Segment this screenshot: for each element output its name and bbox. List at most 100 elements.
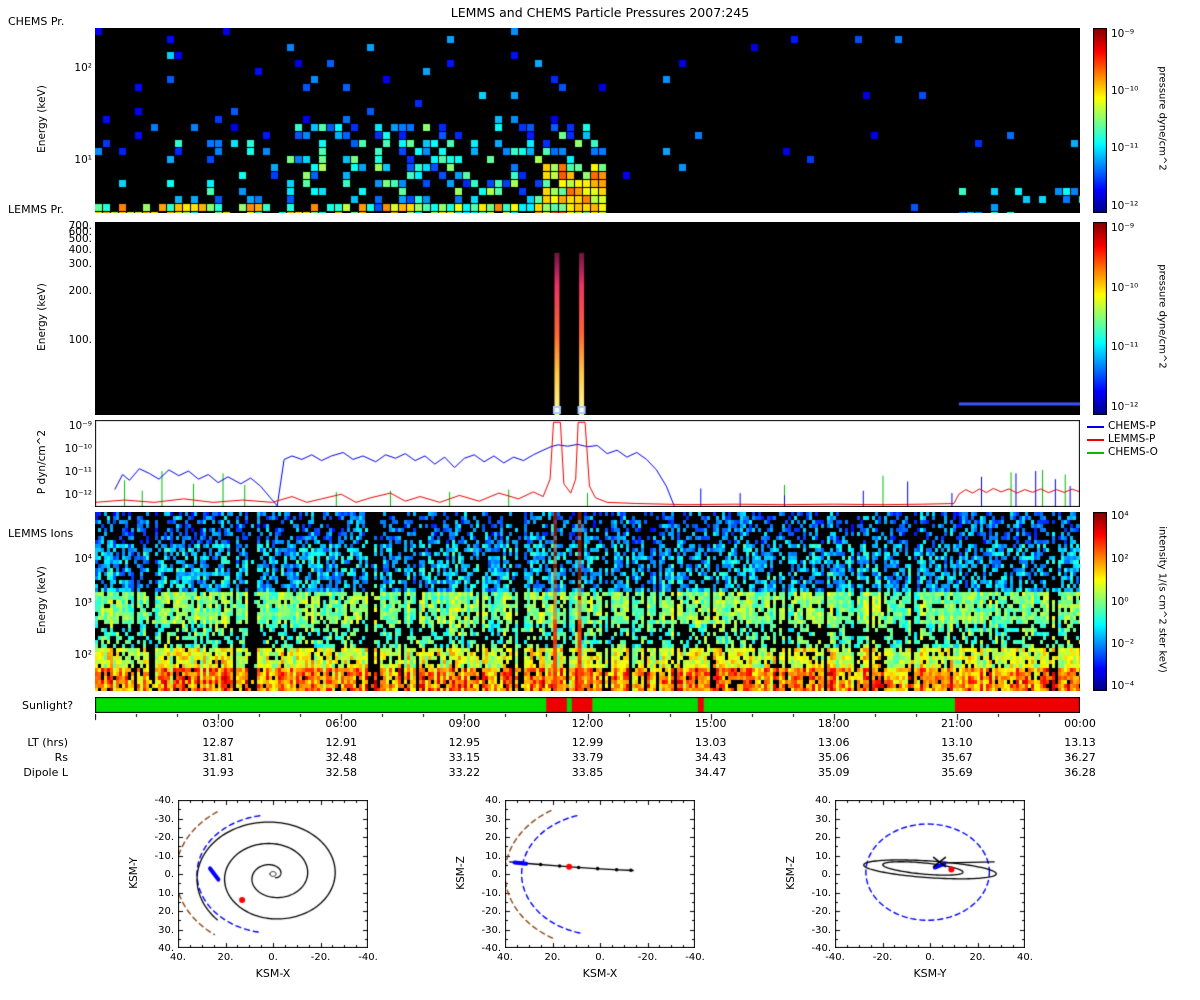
page-title: LEMMS and CHEMS Particle Pressures 2007:… — [450, 5, 750, 20]
ephemeris-value: 36.28 — [1064, 766, 1096, 779]
ephemeris-value: 34.43 — [694, 751, 727, 764]
colorbar-label-lemms: pressure dyne/cm^2 — [1156, 264, 1168, 369]
orbit-xz-xlabel: KSM-X — [582, 967, 618, 980]
y-tick-label: 10⁻¹⁰ — [64, 442, 92, 455]
ephemeris-value: 33.85 — [571, 766, 604, 779]
ephemeris-value: 35.67 — [941, 751, 973, 764]
orbit-x-tick-label: 40. — [497, 952, 513, 963]
legend-label: LEMMS-P — [1108, 433, 1156, 445]
ephemeris-value: 33.79 — [571, 751, 604, 764]
y-tick-label: 600. — [68, 225, 92, 238]
orbit-x-tick-label: 20. — [969, 952, 986, 963]
y-tick-label: 200. — [68, 285, 92, 298]
ephemeris-value: 34.47 — [694, 766, 727, 779]
ephemeris-value: 12.95 — [448, 736, 481, 749]
orbit-y-tick-label: -10. — [481, 887, 501, 899]
ephemeris-value: 13.03 — [694, 736, 727, 749]
colorbar-tick-label: 10⁻¹⁰ — [1111, 84, 1139, 97]
orbit-x-tick-label: 40. — [170, 952, 186, 963]
orbit-plot-xz-canvas — [505, 800, 695, 948]
ephemeris-value: 12.99 — [571, 736, 604, 749]
time-tick-label: 00:00 — [1064, 717, 1096, 730]
ephemeris-value: 13.13 — [1064, 736, 1096, 749]
time-tick-label: 21:00 — [941, 717, 973, 730]
y-tick-label: 700. — [68, 219, 92, 232]
ephemeris-value: 12.87 — [202, 736, 234, 749]
colorbar-tick-label: 10⁻¹² — [1111, 199, 1139, 212]
colorbar-tick-label: 10⁰ — [1111, 595, 1129, 608]
legend-swatch-lemms-p — [1087, 439, 1104, 441]
panel-label-chems: CHEMS Pr. — [8, 15, 65, 28]
ephemeris-value: 33.22 — [448, 766, 481, 779]
y-tick-label: 10⁻¹¹ — [64, 466, 92, 479]
colorbar-lemms-canvas — [1093, 222, 1107, 415]
time-axis-ticks-canvas — [95, 714, 1080, 721]
orbit-x-tick-label: -40. — [685, 952, 705, 963]
y-tick-label: 100. — [68, 333, 92, 346]
orbit-y-tick-label: -10. — [154, 850, 174, 862]
orbit-x-tick-label: 20. — [217, 952, 234, 963]
colorbar-label-chems: pressure dyne/cm^2 — [1156, 66, 1168, 171]
y-tick-label: 10² — [74, 649, 92, 662]
pressure-line-plot-canvas — [95, 420, 1080, 507]
time-tick-label: 15:00 — [694, 717, 727, 730]
ephemeris-row-label-rs: Rs — [54, 751, 68, 764]
orbit-y-tick-label: -20. — [481, 906, 501, 917]
ephemeris-value: 13.06 — [818, 736, 850, 749]
y-tick-label: 500. — [68, 233, 92, 246]
orbit-y-tick-label: -40. — [154, 795, 174, 806]
orbit-y-tick-label: 0. — [164, 869, 174, 880]
legend-label: CHEMS-O — [1108, 446, 1158, 458]
y-tick-label: 10⁴ — [74, 552, 92, 565]
y-tick-label: 10³ — [74, 597, 92, 610]
orbit-x-tick-label: -20. — [872, 952, 893, 963]
legend-swatch-chems-o — [1087, 452, 1104, 454]
y-tick-label: 10⁻¹² — [64, 489, 92, 502]
y-tick-label: 10¹ — [74, 154, 92, 167]
colorbar-tick-label: 10⁻¹² — [1111, 401, 1139, 414]
orbit-y-tick-label: -30. — [481, 924, 501, 936]
orbit-y-tick-label: 10. — [815, 850, 831, 862]
orbit-x-tick-label: -40. — [825, 952, 845, 963]
y-axis-label-pressure: P dyn/cm^2 — [36, 429, 48, 495]
orbit-y-tick-label: 30. — [815, 813, 831, 825]
orbit-y-tick-label: -20. — [811, 906, 831, 917]
panel-label-lemms: LEMMS Pr. — [8, 203, 64, 216]
orbit-y-tick-label: 30. — [158, 924, 174, 936]
orbit-y-tick-label: -30. — [811, 924, 831, 936]
ephemeris-value: 12.91 — [325, 736, 358, 749]
orbit-y-tick-label: 20. — [485, 832, 501, 843]
time-tick-label: 12:00 — [571, 717, 604, 730]
ephemeris-value: 31.93 — [202, 766, 234, 779]
orbit-y-tick-label: 40. — [815, 795, 831, 806]
ephemeris-row-label-lt: LT (hrs) — [27, 736, 68, 749]
orbit-y-tick-label: -40. — [481, 943, 501, 954]
orbit-x-tick-label: -20. — [637, 952, 658, 963]
y-tick-label: 10⁻⁹ — [68, 419, 92, 432]
orbit-y-tick-label: 40. — [158, 943, 174, 954]
ephemeris-value: 35.09 — [818, 766, 850, 779]
orbit-x-tick-label: -40. — [358, 952, 378, 963]
orbit-y-tick-label: -20. — [154, 832, 174, 843]
orbit-y-tick-label: -30. — [154, 813, 174, 825]
colorbar-tick-label: 10⁻⁹ — [1111, 221, 1135, 234]
colorbar-chems-canvas — [1093, 28, 1107, 213]
ephemeris-value: 35.69 — [941, 766, 973, 779]
time-tick-label: 18:00 — [817, 717, 850, 730]
panel-label-ions: LEMMS Ions — [8, 527, 74, 540]
panel-label-sunlight: Sunlight? — [22, 699, 74, 712]
ephemeris-value: 32.58 — [325, 766, 358, 779]
orbit-y-tick-label: 20. — [815, 832, 831, 843]
orbit-plot-xy-canvas — [178, 800, 368, 948]
legend-label: CHEMS-P — [1108, 420, 1156, 432]
y-tick-label: 300. — [68, 258, 92, 271]
colorbar-tick-label: 10⁻² — [1111, 638, 1135, 651]
ephemeris-value: 32.48 — [325, 751, 358, 764]
colorbar-ions-canvas — [1093, 512, 1107, 691]
ephemeris-row-label-dipole: Dipole L — [23, 766, 68, 779]
colorbar-tick-label: 10⁴ — [1111, 509, 1129, 522]
sunlight-bar-canvas — [95, 697, 1080, 713]
orbit-x-tick-label: 40. — [1017, 952, 1033, 963]
orbit-y-tick-label: 0. — [821, 869, 831, 880]
